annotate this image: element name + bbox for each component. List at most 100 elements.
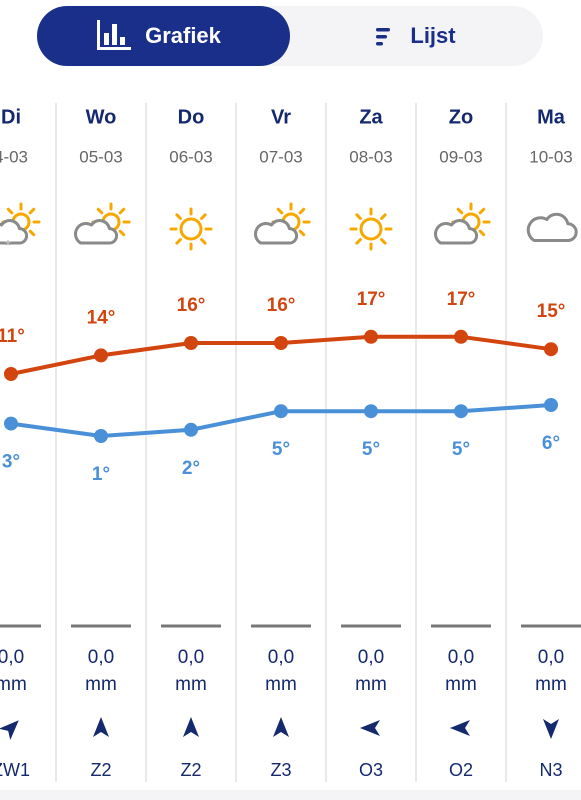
max-temp-dot	[4, 367, 18, 381]
max-temp-dot	[364, 329, 378, 344]
wind-arrow	[450, 720, 470, 736]
day-date: 4-03	[0, 147, 28, 166]
max-temp: 11°	[0, 326, 25, 347]
sun-ray	[276, 207, 284, 215]
min-temp: 2°	[182, 458, 200, 479]
sun-ray	[298, 229, 306, 237]
cloud	[434, 219, 479, 245]
weather-icon	[349, 207, 393, 251]
snow: *	[5, 238, 11, 255]
wind-arrow	[183, 717, 199, 737]
max-temp-dot	[184, 336, 198, 350]
sun-ray	[6, 207, 14, 215]
max-temp-dot	[94, 348, 108, 363]
sun-ray	[118, 207, 126, 215]
weather-icon: *	[0, 202, 41, 255]
day-name: Do	[178, 106, 205, 128]
sun-ray	[28, 207, 36, 215]
min-temp: 5°	[452, 439, 470, 460]
wind-label: Z2	[180, 760, 201, 780]
sun-ray	[118, 229, 126, 237]
sun-ray	[28, 229, 36, 237]
min-temp: 5°	[362, 439, 380, 460]
day-date: 08-03	[349, 147, 392, 166]
min-temp-dot	[454, 404, 468, 419]
wind-arrow	[273, 717, 289, 737]
day-name: Za	[359, 106, 383, 128]
wind-label: ZW1	[0, 760, 30, 780]
wind-label: N3	[539, 760, 562, 780]
min-temp: 6°	[542, 433, 560, 454]
min-temp-dot	[544, 398, 558, 412]
wind-arrow	[543, 719, 559, 739]
rain-unit: mm	[445, 674, 477, 695]
sun-ray	[175, 238, 182, 245]
tab-label[interactable]: Lijst	[410, 23, 456, 48]
wind-label: O3	[359, 760, 383, 780]
rain-amount: 0,0	[88, 647, 114, 668]
rain-unit: mm	[0, 674, 27, 695]
sun-ray	[355, 213, 362, 220]
max-temp: 16°	[177, 295, 206, 316]
rain-unit: mm	[265, 674, 297, 695]
max-temp-dot	[454, 329, 468, 344]
day-name: Di	[1, 106, 21, 128]
min-temp-dot	[364, 404, 378, 419]
weather-icon	[526, 212, 578, 242]
wind-label: Z2	[90, 760, 111, 780]
sun-ray	[456, 207, 464, 215]
rain-unit: mm	[355, 674, 387, 695]
wind-label: Z3	[270, 760, 291, 780]
sun-ray	[355, 238, 362, 245]
sun-ray	[380, 213, 387, 220]
min-temp-dot	[94, 429, 108, 443]
day-name: Zo	[449, 106, 473, 128]
sun-ray	[380, 238, 387, 245]
sun	[179, 217, 203, 241]
rain-unit: mm	[535, 674, 567, 695]
rain-unit: mm	[175, 674, 207, 695]
min-temp-dot	[4, 416, 18, 431]
sun-ray	[200, 238, 207, 245]
day-date: 06-03	[169, 147, 212, 166]
list-icon	[376, 28, 390, 46]
day-date: 09-03	[439, 147, 482, 166]
day-date: 07-03	[259, 147, 302, 166]
sun-ray	[200, 213, 207, 220]
sun-ray	[175, 213, 182, 220]
rain-amount: 0,0	[538, 647, 564, 668]
sun-ray	[96, 207, 104, 215]
min-temp: 5°	[272, 439, 290, 460]
sun-ray	[478, 207, 486, 215]
tab-label[interactable]: Grafiek	[145, 23, 222, 48]
weather-icon	[169, 207, 213, 251]
min-temp: 1°	[92, 464, 110, 485]
day-date: 05-03	[79, 147, 122, 166]
wind-arrow	[0, 720, 19, 741]
min-temp-dot	[184, 422, 198, 437]
cloud	[254, 219, 299, 245]
rain-amount: 0,0	[358, 647, 384, 668]
chart-icon	[97, 20, 131, 50]
day-name: Ma	[537, 106, 566, 128]
tab-active[interactable]	[37, 6, 290, 66]
wind-arrow	[360, 720, 380, 736]
bottom-strip	[0, 790, 581, 800]
rain-amount: 0,0	[178, 647, 204, 668]
max-temp: 14°	[87, 307, 116, 328]
sun-ray	[298, 207, 306, 215]
min-temp-dot	[274, 404, 288, 419]
max-temp: 17°	[357, 289, 386, 310]
cloud	[74, 219, 119, 245]
min-temp: 3°	[2, 452, 20, 473]
rain-amount: 0,0	[448, 647, 474, 668]
max-temp: 17°	[447, 289, 476, 310]
wind-arrow	[93, 717, 109, 737]
day-name: Vr	[271, 106, 291, 128]
rain-amount: 0,0	[268, 647, 294, 668]
max-temp-dot	[274, 336, 288, 350]
cloud	[526, 212, 578, 242]
max-temp: 16°	[267, 295, 296, 316]
